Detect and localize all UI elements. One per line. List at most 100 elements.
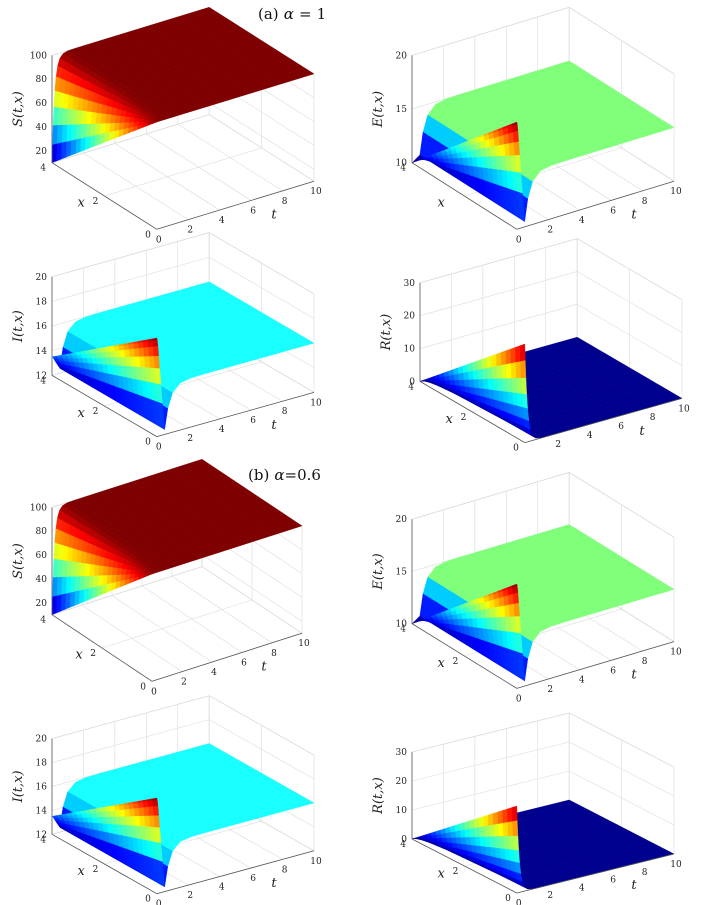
- surface-patch: [97, 585, 103, 597]
- t-tick-label: 6: [610, 206, 616, 216]
- surface-patch: [66, 140, 72, 158]
- surface-patch: [507, 807, 513, 823]
- x-axis-label: x: [77, 406, 85, 421]
- surface-patch: [147, 340, 154, 348]
- surface-patch: [457, 365, 464, 374]
- surface-patch: [88, 587, 94, 601]
- t-tick-label: 10: [310, 187, 322, 197]
- surface-patch: [497, 810, 504, 824]
- surface-patch: [101, 584, 108, 595]
- x-axis-label: x: [445, 412, 453, 427]
- surface-patch: [512, 819, 519, 836]
- t-tick-label: 10: [670, 187, 682, 197]
- x-tick-label: 4: [40, 835, 46, 845]
- surface-patch: [472, 360, 478, 371]
- t-tick-label: 8: [642, 868, 648, 878]
- z-tick-label: 40: [36, 575, 48, 585]
- surface-patch: [88, 575, 95, 589]
- surface-patch: [52, 125, 59, 146]
- z-axis-label: I(t,x): [11, 770, 26, 803]
- x-tick-label: 4: [400, 625, 406, 635]
- surface-patch: [113, 129, 120, 139]
- surface-patch: [153, 815, 160, 828]
- z-tick-label: 10: [396, 806, 408, 816]
- z-tick-label: 20: [36, 147, 48, 157]
- surface-patch: [501, 363, 508, 379]
- t-axis-label: t: [261, 660, 267, 675]
- surface-patch: [476, 359, 483, 370]
- surface-patch: [478, 825, 485, 837]
- surface-patch: [137, 341, 144, 349]
- surface-patch: [440, 828, 447, 835]
- t-axis-label: t: [631, 878, 637, 893]
- surface-patch: [61, 124, 68, 144]
- surface-patch: [515, 360, 522, 379]
- surface-patch: [66, 124, 73, 142]
- surface-patch: [464, 828, 471, 838]
- t-tick-label: 6: [610, 876, 616, 886]
- surface-patch: [61, 576, 67, 596]
- caption-a-tag: (a): [258, 5, 279, 23]
- x-tick-label: 2: [453, 867, 459, 877]
- surface-patch: [512, 835, 519, 851]
- x-axis-label: x: [437, 656, 445, 671]
- surface-patch: [70, 576, 76, 593]
- x-tick-label: 4: [40, 376, 46, 386]
- surface-patch: [519, 343, 526, 362]
- surface-patch: [458, 372, 465, 380]
- x-tick-label: 0: [505, 894, 511, 904]
- surface-plot-a-I: 12 14 16 18 20 0 2 4 6 8 10 0 2 4 I(t,x) t x: [11, 232, 322, 453]
- surface-patch: [511, 805, 518, 822]
- surface-patch: [481, 357, 488, 370]
- t-tick-label: 0: [516, 694, 522, 704]
- surface-patch: [104, 132, 110, 143]
- t-tick-label: 0: [156, 900, 162, 905]
- surface-patch: [449, 825, 456, 833]
- surface-patch: [151, 337, 158, 341]
- z-tick-label: 30: [404, 279, 416, 289]
- surface-patch: [521, 393, 528, 409]
- surface-patch: [95, 123, 101, 136]
- t-tick-label: 4: [219, 425, 225, 435]
- surface-patch: [94, 134, 101, 147]
- t-tick-label: 4: [579, 676, 585, 686]
- surface-patch: [473, 817, 480, 829]
- x-tick-label: 0: [145, 230, 151, 240]
- z-tick-label: 10: [396, 620, 408, 630]
- surface-patch: [89, 135, 96, 149]
- x-axis-label: x: [77, 864, 85, 879]
- z-axis-label: R(t,x): [371, 777, 386, 815]
- z-axis-label: R(t,x): [379, 314, 394, 352]
- surface-patch: [474, 826, 481, 838]
- x-tick-label: 2: [93, 865, 99, 875]
- t-tick-label: 6: [250, 206, 256, 216]
- surface-patch: [491, 365, 498, 379]
- surface-patch: [500, 350, 507, 366]
- surface-patch: [496, 352, 502, 367]
- surface-patch: [454, 823, 461, 832]
- caption-b-alpha: α: [274, 466, 285, 484]
- surface-plot-b-R: 0 10 20 30 0 2 4 6 8 10 0 2 4 R(t,x) t x: [371, 712, 682, 905]
- z-axis-label: E(t,x): [371, 91, 386, 128]
- surface-patch: [61, 141, 67, 160]
- surface-patch: [76, 124, 82, 140]
- z-tick-label: 80: [36, 75, 48, 85]
- surface-patch: [102, 575, 108, 586]
- surface-patch: [92, 586, 99, 599]
- t-axis-label: t: [271, 876, 277, 891]
- z-tick-label: 20: [36, 273, 48, 283]
- surface-patch: [85, 136, 91, 151]
- z-axis-label: E(t,x): [371, 553, 386, 590]
- surface-patch: [84, 575, 90, 590]
- z-tick-label: 30: [396, 748, 408, 758]
- surface-plot-a-R: 0 10 20 30 2 4 6 8 10 0 2 4 R(t,x) t x: [379, 238, 690, 454]
- surface-patch: [492, 811, 499, 825]
- z-tick-label: 18: [36, 297, 48, 307]
- t-tick-label: 10: [678, 404, 690, 414]
- caption-panel-b: (b) α=0.6: [248, 465, 321, 484]
- surface-patch: [129, 577, 135, 584]
- surface-patch: [132, 125, 139, 132]
- surface-patch: [79, 576, 86, 591]
